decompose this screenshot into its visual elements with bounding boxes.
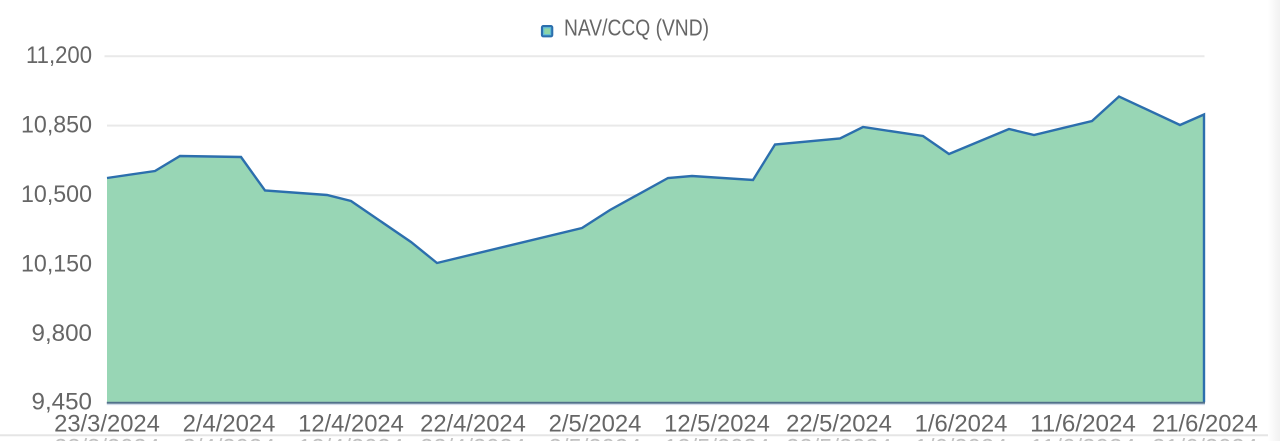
svg-text:2/5/2024: 2/5/2024 (549, 411, 642, 438)
svg-text:11/6/2024: 11/6/2024 (1030, 435, 1136, 441)
svg-text:10,150: 10,150 (21, 251, 92, 278)
svg-text:12/4/2024: 12/4/2024 (298, 435, 404, 441)
svg-text:NAV/CCQ (VND): NAV/CCQ (VND) (564, 15, 709, 41)
svg-text:22/4/2024: 22/4/2024 (420, 435, 526, 441)
svg-text:21/6/2024: 21/6/2024 (1152, 411, 1258, 438)
svg-text:1/6/2024: 1/6/2024 (915, 411, 1008, 438)
svg-text:23/3/2024: 23/3/2024 (54, 411, 160, 438)
svg-text:2/4/2024: 2/4/2024 (183, 411, 276, 438)
svg-text:21/6/2024: 21/6/2024 (1152, 435, 1258, 441)
svg-text:22/5/2024: 22/5/2024 (786, 411, 892, 438)
svg-text:2/4/2024: 2/4/2024 (183, 435, 276, 441)
svg-text:23/3/2024: 23/3/2024 (54, 435, 160, 441)
svg-text:11/6/2024: 11/6/2024 (1030, 411, 1136, 438)
svg-text:10,500: 10,500 (21, 181, 92, 208)
svg-text:1/6/2024: 1/6/2024 (915, 435, 1008, 441)
svg-text:9,450: 9,450 (32, 389, 93, 416)
svg-text:22/4/2024: 22/4/2024 (420, 411, 526, 438)
svg-text:11,200: 11,200 (26, 42, 92, 69)
svg-text:10,850: 10,850 (21, 112, 92, 139)
svg-text:12/5/2024: 12/5/2024 (664, 411, 770, 438)
svg-text:2/5/2024: 2/5/2024 (549, 435, 642, 441)
svg-text:22/5/2024: 22/5/2024 (786, 435, 892, 441)
svg-text:9,800: 9,800 (32, 320, 93, 347)
svg-text:12/4/2024: 12/4/2024 (298, 411, 404, 438)
svg-text:12/5/2024: 12/5/2024 (664, 435, 770, 441)
